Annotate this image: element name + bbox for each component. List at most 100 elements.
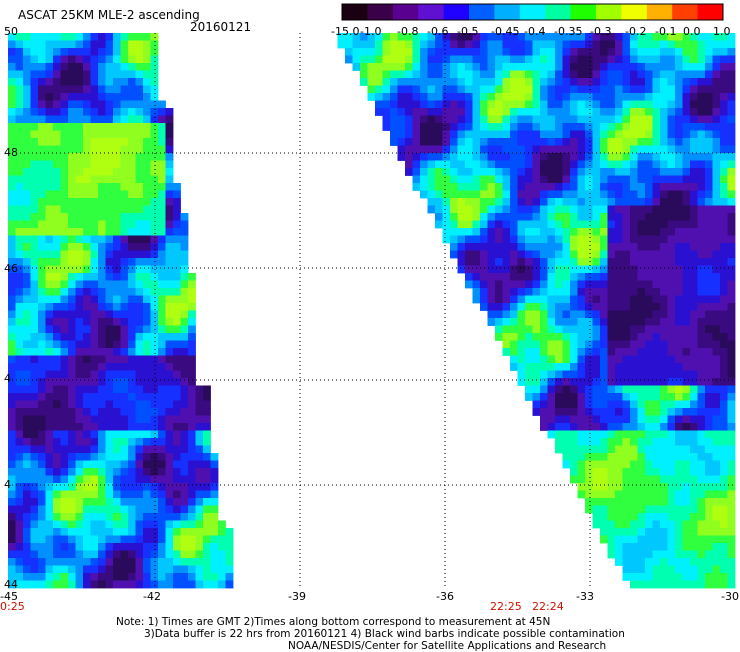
- swath-cell: [712, 273, 721, 281]
- swath-cell: [637, 48, 646, 56]
- swath-cell: [660, 438, 668, 446]
- swath-cell: [645, 483, 653, 491]
- swath-cell: [720, 408, 728, 416]
- swath-cell: [720, 63, 728, 71]
- swath-cell: [203, 565, 211, 574]
- swath-cell: [675, 573, 683, 581]
- swath-cell: [720, 468, 728, 476]
- swath-cell: [143, 48, 151, 56]
- swath-cell: [532, 258, 541, 266]
- swath-cell: [158, 190, 166, 199]
- swath-cell: [83, 528, 91, 536]
- swath-cell: [60, 378, 69, 386]
- swath-cell: [637, 325, 646, 334]
- swath-cell: [15, 70, 24, 79]
- swath-cell: [652, 498, 661, 506]
- swath-cell: [622, 385, 631, 394]
- swath-cell: [660, 475, 668, 484]
- swath-cell: [660, 63, 668, 71]
- swath-cell: [510, 145, 518, 154]
- swath-cell: [682, 378, 691, 386]
- swath-cell: [68, 55, 76, 64]
- swath-cell: [622, 513, 631, 521]
- swath-cell: [83, 580, 91, 589]
- swath-cell: [60, 490, 69, 499]
- swath-cell: [150, 453, 159, 461]
- swath-cell: [105, 48, 114, 56]
- swath-cell: [143, 160, 151, 169]
- swath-cell: [165, 160, 174, 169]
- swath-cell: [135, 205, 144, 214]
- swath-cell: [23, 438, 31, 446]
- swath-cell: [630, 483, 638, 491]
- swath-cell: [592, 483, 601, 491]
- swath-cell: [128, 153, 136, 161]
- swath-cell: [547, 310, 556, 319]
- swath-cell: [143, 408, 151, 416]
- swath-cell: [427, 145, 436, 154]
- swath-cell: [457, 100, 466, 109]
- swath-cell: [30, 400, 39, 409]
- swath-cell: [45, 63, 54, 71]
- swath-cell: [75, 280, 84, 289]
- swath-cell: [660, 580, 668, 589]
- swath-cell: [562, 348, 571, 356]
- swath-cell: [113, 145, 121, 154]
- swath-cell: [637, 153, 646, 161]
- swath-cell: [45, 48, 54, 56]
- swath-cell: [727, 183, 736, 191]
- swath-cell: [652, 175, 661, 184]
- swath-cell: [75, 48, 84, 56]
- swath-cell: [645, 385, 653, 394]
- swath-cell: [390, 40, 398, 49]
- swath-cell: [188, 468, 196, 476]
- swath-cell: [68, 198, 76, 206]
- swath-cell: [60, 513, 69, 521]
- swath-cell: [712, 423, 721, 431]
- swath-cell: [637, 550, 646, 559]
- swath-cell: [652, 153, 661, 161]
- swath-cell: [105, 115, 114, 124]
- swath-cell: [532, 100, 541, 109]
- swath-cell: [600, 55, 608, 64]
- swath-cell: [720, 528, 728, 536]
- swath-cell: [68, 258, 76, 266]
- swath-cell: [547, 303, 556, 311]
- swath-cell: [577, 423, 586, 431]
- swath-cell: [547, 108, 556, 116]
- swath-cell: [480, 265, 488, 274]
- swath-cell: [165, 528, 174, 536]
- swath-cell: [442, 100, 451, 109]
- swath-cell: [98, 115, 106, 124]
- swath-cell: [165, 198, 174, 206]
- swath-cell: [682, 130, 691, 139]
- swath-cell: [517, 318, 526, 326]
- swath-cell: [83, 153, 91, 161]
- swath-cell: [135, 138, 144, 146]
- swath-cell: [23, 528, 31, 536]
- swath-cell: [375, 93, 383, 101]
- swath-cell: [510, 85, 518, 94]
- swath-cell: [690, 400, 698, 409]
- swath-cell: [720, 70, 728, 79]
- swath-cell: [720, 505, 728, 514]
- swath-cell: [150, 153, 159, 161]
- swath-cell: [570, 235, 578, 244]
- swath-cell: [420, 70, 428, 79]
- swath-cell: [472, 85, 481, 94]
- swath-cell: [442, 198, 451, 206]
- swath-cell: [630, 573, 638, 581]
- swath-cell: [90, 385, 99, 394]
- swath-cell: [697, 138, 706, 146]
- swath-cell: [45, 498, 54, 506]
- swath-cell: [667, 318, 676, 326]
- swath-cell: [135, 295, 144, 304]
- swath-cell: [412, 33, 421, 41]
- swath-cell: [105, 145, 114, 154]
- swath-cell: [113, 175, 121, 184]
- swath-cell: [495, 168, 503, 176]
- swath-cell: [705, 175, 713, 184]
- swath-cell: [180, 303, 189, 311]
- swath-cell: [405, 108, 413, 116]
- swath-cell: [630, 565, 638, 574]
